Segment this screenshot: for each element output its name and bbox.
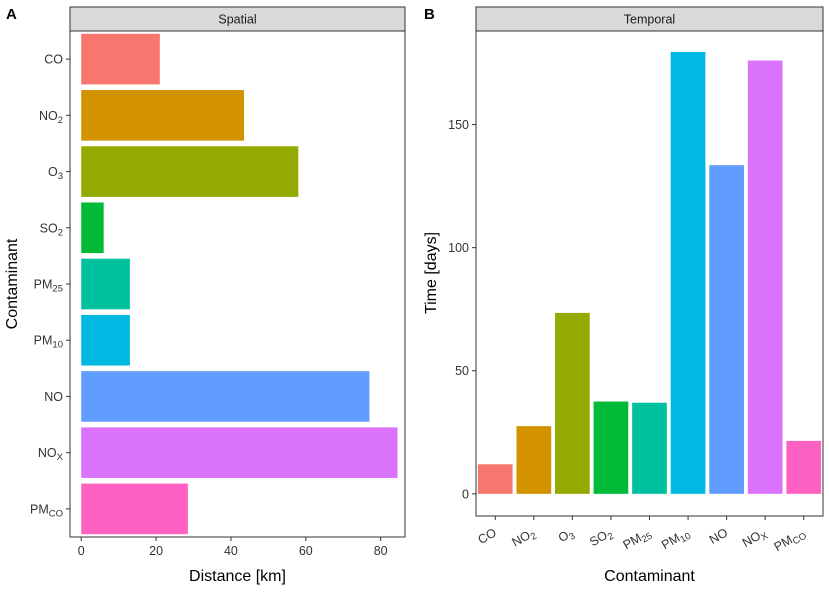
bar-temporal-0	[477, 464, 513, 494]
bar-spatial-7	[81, 427, 398, 478]
bar-temporal-4	[632, 402, 667, 494]
y-tick-label-spatial-3: SO2	[40, 221, 63, 238]
y-tick-label-temporal: 100	[448, 241, 469, 255]
x-tick-label-temporal-6: NO	[707, 525, 730, 547]
y-tick-label-spatial-5: PM10	[34, 334, 63, 351]
bar-temporal-6	[709, 165, 744, 494]
x-axis-title-temporal: Contaminant	[604, 568, 695, 585]
y-tick-label-temporal: 50	[455, 364, 469, 378]
bar-spatial-2	[81, 146, 299, 197]
strip-label-temporal: Temporal	[624, 13, 675, 27]
x-tick-label-spatial: 60	[299, 544, 313, 558]
y-tick-label-temporal: 0	[462, 487, 469, 501]
y-axis-title-temporal: Time [days]	[423, 232, 440, 314]
bars-spatial	[81, 33, 398, 535]
y-tick-label-spatial-2: O3	[48, 165, 63, 182]
x-tick-label-temporal-7: NOX	[740, 525, 771, 553]
x-tick-label-temporal-0: CO	[476, 525, 499, 547]
bar-temporal-2	[555, 312, 590, 494]
y-axis-title-spatial: Contaminant	[4, 238, 21, 329]
x-tick-label-temporal-8: PMCO	[772, 525, 809, 556]
bar-spatial-6	[81, 371, 370, 422]
bar-temporal-5	[670, 51, 706, 494]
y-tick-label-spatial-7: NOX	[38, 446, 64, 463]
y-tick-label-temporal: 150	[448, 118, 469, 132]
panel-spatial: A Spatial CO NO2 O3 SO2 PM25 PM10 NO NOX PMCO 0 2…	[4, 6, 406, 585]
x-tick-label-spatial: 0	[78, 544, 85, 558]
strip-label-spatial: Spatial	[218, 13, 256, 27]
x-tick-label-temporal-3: SO2	[587, 525, 616, 551]
bar-spatial-3	[81, 202, 104, 254]
y-tick-label-spatial-4: PM25	[34, 278, 63, 295]
strip-temporal	[475, 6, 824, 32]
x-tick-label-spatial: 80	[374, 544, 388, 558]
panel-letter-b: B	[424, 6, 435, 23]
y-axis-temporal: 0 50 100 150	[448, 118, 476, 501]
x-tick-label-temporal-5: PM10	[659, 525, 693, 554]
bars-temporal	[477, 51, 822, 494]
x-axis-temporal: CO NO2 O3 SO2 PM25 PM10 NO NOX PMCO	[476, 516, 809, 556]
bar-spatial-0	[81, 33, 160, 85]
bar-temporal-8	[786, 440, 822, 494]
bar-spatial-1	[81, 90, 245, 141]
y-tick-label-spatial-6: NO	[44, 390, 63, 404]
panel-temporal: B Temporal 0 50 100 150 CO NO2 O3 SO2 PM25 PM10 N…	[423, 6, 824, 585]
x-axis-spatial: 0 20 40 60 80	[78, 537, 388, 558]
bar-spatial-5	[81, 314, 130, 366]
x-tick-label-temporal-4: PM25	[621, 525, 655, 554]
x-tick-label-spatial: 40	[224, 544, 238, 558]
bar-temporal-7	[747, 60, 783, 494]
bar-spatial-8	[81, 483, 188, 535]
bar-temporal-1	[516, 426, 552, 494]
x-tick-label-temporal-2: O3	[556, 525, 578, 547]
y-tick-label-spatial-1: NO2	[39, 109, 63, 126]
x-axis-title-spatial: Distance [km]	[189, 568, 286, 585]
bar-temporal-3	[593, 401, 629, 494]
y-tick-label-spatial-8: PMCO	[30, 502, 63, 519]
y-axis-spatial: CO NO2 O3 SO2 PM25 PM10 NO NOX PMCO	[30, 53, 70, 519]
y-tick-label-spatial-0: CO	[44, 53, 63, 67]
x-tick-label-spatial: 20	[149, 544, 163, 558]
bar-spatial-4	[81, 258, 130, 310]
x-tick-label-temporal-1: NO2	[510, 525, 539, 552]
strip-spatial	[69, 6, 406, 32]
panel-letter-a: A	[6, 6, 17, 23]
